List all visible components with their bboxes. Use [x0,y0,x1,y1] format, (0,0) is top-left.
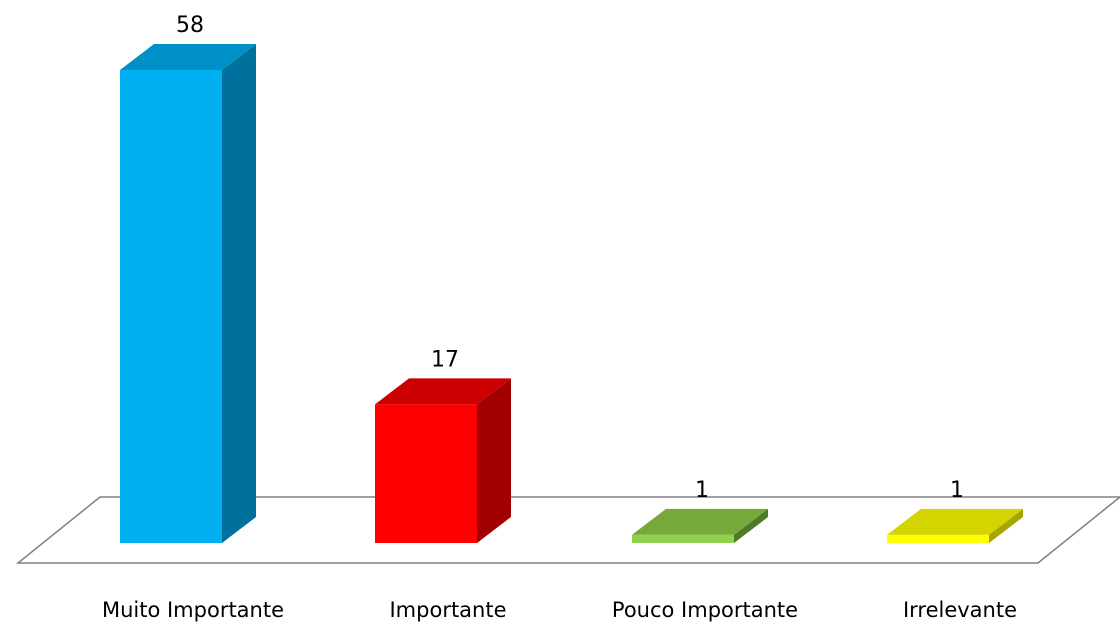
category-label: Pouco Importante [612,598,798,622]
bar-side [222,44,256,543]
bar [375,378,511,543]
value-labels-group: 58 17 1 1 [176,13,964,503]
category-label: Importante [389,598,506,622]
bars-group [120,44,1023,543]
data-label: 1 [695,478,709,503]
bar [632,508,768,543]
bar-side [989,508,1023,543]
bar-side [477,378,511,543]
chart-floor [15,496,1120,564]
bar [887,508,1023,543]
bar-front [632,534,734,543]
bar-front [887,534,989,543]
bar-top [632,508,768,535]
bar-front [120,70,222,543]
bar-top [375,378,511,405]
category-label: Muito Importante [102,598,284,622]
bar-side [734,508,768,543]
category-labels-group: Muito Importante Importante Pouco Importan… [102,598,1017,622]
bar [120,44,256,543]
bar-top [887,508,1023,535]
data-label: 1 [950,478,964,503]
data-label: 17 [431,347,459,372]
category-label: Irrelevante [903,598,1017,622]
bar-front [375,404,477,543]
data-label: 58 [176,13,204,38]
bar-top [120,44,256,70]
